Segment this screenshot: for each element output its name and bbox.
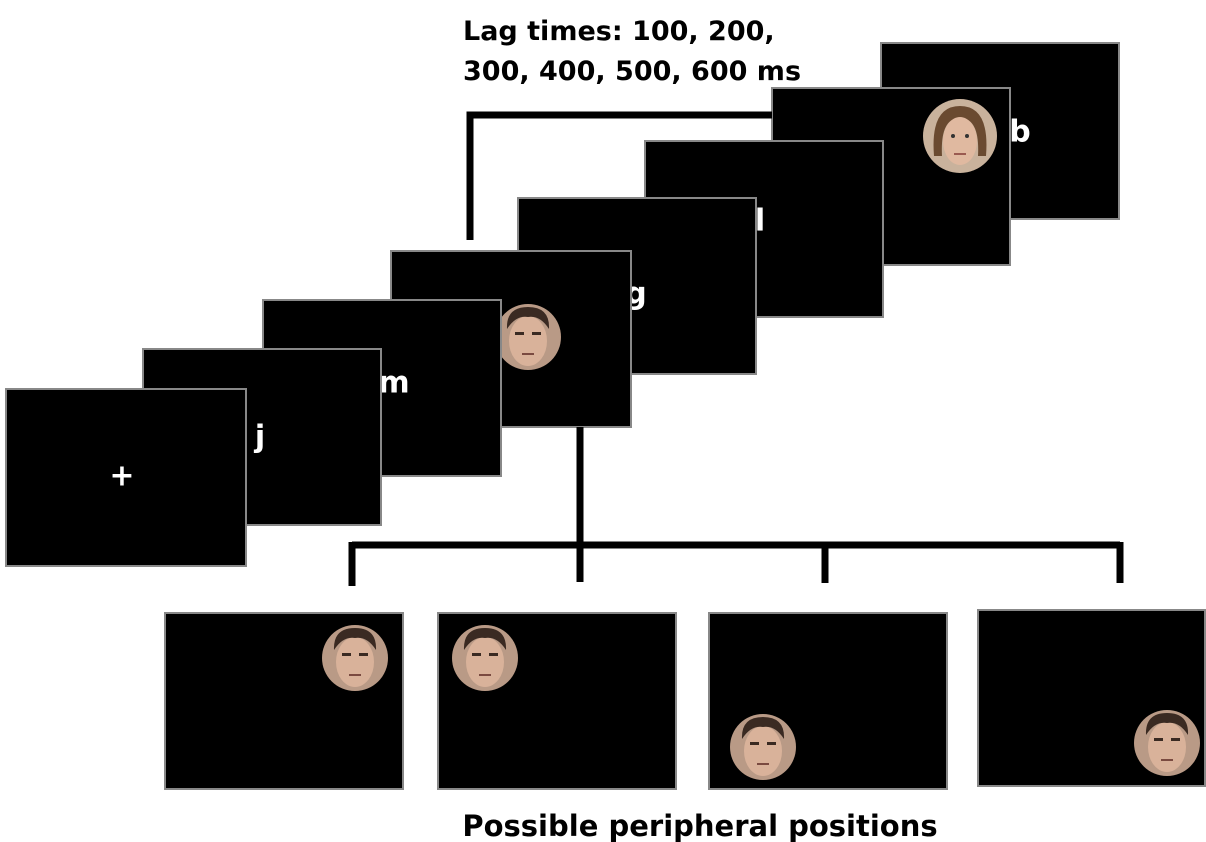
frame-symbol: m (378, 366, 409, 401)
frame (977, 609, 1206, 787)
frame-symbol: + (109, 459, 134, 494)
face (730, 714, 796, 780)
face (452, 625, 518, 691)
frame (5, 388, 247, 567)
face (322, 625, 388, 691)
face (495, 304, 561, 370)
lag-bracket (466, 111, 772, 240)
rsvp-stream: b l g m j + (5, 42, 1120, 567)
lag-label: 300, 400, 500, 600 ms (463, 56, 801, 87)
lag-label: Lag times: 100, 200, (463, 16, 775, 47)
face (1134, 710, 1200, 776)
frame-symbol: b (1009, 115, 1030, 150)
face (923, 99, 997, 173)
caption: Possible peripheral positions (462, 809, 937, 842)
frame-symbol: l (755, 204, 765, 239)
position-bracket (348, 427, 1124, 586)
peripheral-positions (164, 609, 1206, 790)
frame-symbol: j (254, 420, 265, 455)
